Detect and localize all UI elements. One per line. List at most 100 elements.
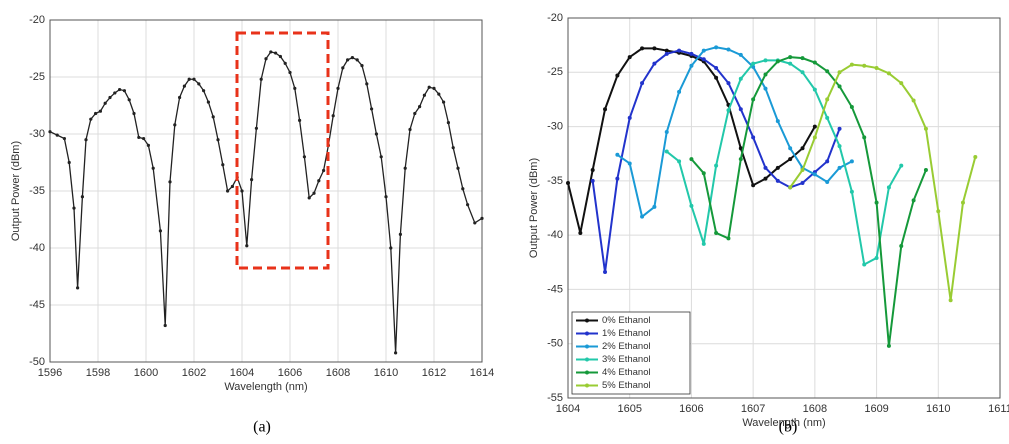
data-point bbox=[132, 111, 136, 116]
data-point bbox=[127, 98, 131, 102]
data-point bbox=[800, 146, 805, 151]
highlight-box bbox=[235, 31, 330, 270]
y-tick-label: -35 bbox=[29, 185, 45, 197]
data-point bbox=[849, 189, 854, 194]
data-point bbox=[274, 51, 278, 55]
data-point bbox=[874, 255, 879, 260]
legend-marker bbox=[585, 331, 589, 336]
data-point bbox=[652, 46, 657, 51]
data-point bbox=[137, 135, 141, 140]
data-point bbox=[763, 72, 768, 77]
data-point bbox=[849, 159, 854, 164]
y-tick-label: -30 bbox=[29, 128, 45, 140]
data-point bbox=[473, 221, 477, 225]
data-point bbox=[103, 101, 107, 105]
data-point bbox=[603, 107, 608, 112]
data-point bbox=[886, 71, 891, 76]
data-point bbox=[886, 185, 891, 190]
data-point bbox=[312, 191, 316, 195]
legend-marker bbox=[585, 383, 589, 388]
legend bbox=[571, 311, 691, 395]
y-tick-label: -50 bbox=[29, 356, 45, 368]
data-point bbox=[403, 166, 407, 170]
data-point bbox=[652, 204, 657, 209]
caption: (b) bbox=[779, 419, 798, 436]
data-point bbox=[837, 126, 842, 131]
data-point bbox=[192, 77, 196, 81]
data-point bbox=[226, 189, 230, 193]
data-point bbox=[394, 351, 398, 355]
y-axis-label: Output Power (dBm) bbox=[10, 141, 22, 241]
data-point bbox=[206, 100, 210, 104]
y-tick-label: -45 bbox=[547, 283, 563, 295]
data-point bbox=[775, 59, 780, 64]
data-point bbox=[98, 109, 102, 113]
axes-frame bbox=[49, 19, 483, 363]
data-point bbox=[788, 61, 793, 66]
data-point bbox=[738, 146, 743, 151]
x-tick-label: 1606 bbox=[679, 403, 703, 415]
data-point bbox=[89, 117, 93, 121]
data-point bbox=[278, 54, 282, 59]
data-point bbox=[307, 196, 311, 200]
series-line bbox=[616, 46, 853, 219]
data-point bbox=[763, 58, 768, 63]
data-point bbox=[331, 114, 335, 118]
data-point bbox=[800, 168, 805, 172]
data-point bbox=[250, 178, 254, 182]
legend-marker bbox=[585, 318, 589, 323]
data-point bbox=[461, 187, 465, 191]
data-point bbox=[76, 286, 80, 290]
data-point bbox=[480, 216, 484, 220]
data-point bbox=[302, 155, 306, 159]
legend-label: 0% Ethanol bbox=[602, 315, 651, 326]
data-point bbox=[283, 61, 287, 65]
data-point bbox=[788, 55, 793, 60]
data-point bbox=[370, 107, 374, 111]
data-point bbox=[788, 146, 793, 151]
data-point bbox=[113, 91, 117, 95]
data-point bbox=[317, 179, 321, 183]
data-point bbox=[899, 163, 904, 168]
x-tick-label: 1596 bbox=[38, 367, 62, 379]
data-point bbox=[254, 126, 258, 130]
y-tick-label: -30 bbox=[547, 120, 563, 132]
data-point bbox=[627, 55, 632, 60]
caption: (a) bbox=[253, 419, 271, 436]
data-point bbox=[763, 86, 768, 91]
data-point bbox=[788, 185, 793, 190]
data-point bbox=[664, 48, 669, 53]
data-point bbox=[775, 178, 780, 183]
data-point bbox=[825, 179, 830, 184]
legend-label: 1% Ethanol bbox=[602, 328, 651, 339]
data-point bbox=[800, 181, 805, 186]
data-point bbox=[336, 86, 340, 90]
data-point bbox=[84, 138, 88, 142]
data-point bbox=[973, 154, 978, 159]
data-point bbox=[408, 127, 412, 132]
x-tick-label: 1607 bbox=[741, 403, 765, 415]
data-point bbox=[812, 87, 817, 92]
data-point bbox=[142, 136, 146, 141]
x-tick-label: 1598 bbox=[86, 367, 110, 379]
data-point bbox=[168, 180, 172, 184]
x-tick-label: 1600 bbox=[134, 367, 158, 379]
data-point bbox=[590, 168, 595, 172]
data-point bbox=[862, 63, 867, 68]
data-point bbox=[413, 111, 417, 116]
data-point bbox=[442, 100, 446, 104]
data-point bbox=[911, 98, 916, 103]
data-point bbox=[322, 168, 326, 173]
x-tick-label: 1609 bbox=[864, 403, 888, 415]
data-point bbox=[899, 81, 904, 86]
data-point bbox=[67, 160, 71, 165]
data-point bbox=[230, 184, 234, 189]
y-tick-label: -20 bbox=[547, 12, 563, 24]
data-point bbox=[849, 105, 854, 110]
data-point bbox=[837, 84, 842, 89]
data-point bbox=[738, 76, 743, 81]
data-point bbox=[288, 70, 292, 75]
data-point bbox=[960, 200, 965, 205]
data-point bbox=[108, 95, 112, 100]
